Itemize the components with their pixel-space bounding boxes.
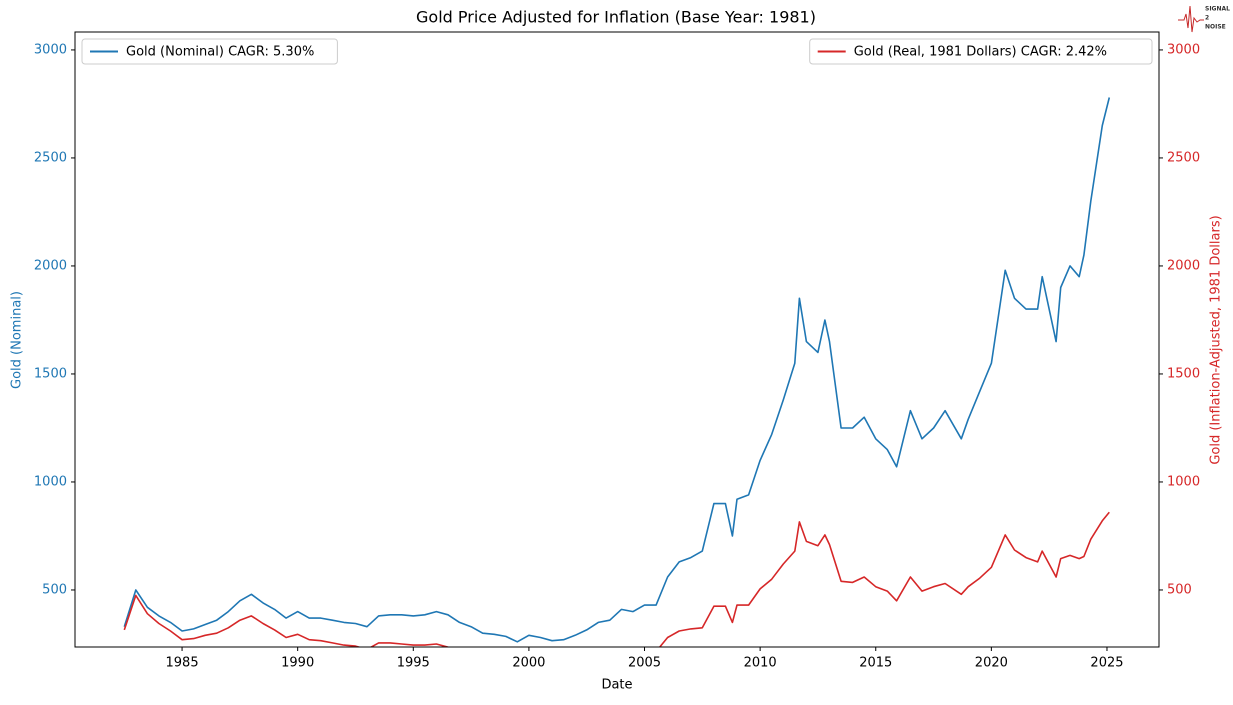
legend-box (809, 38, 1153, 65)
x-tick-label: 2015 (859, 656, 892, 671)
chart-title: Gold Price Adjusted for Inflation (Base … (416, 8, 816, 27)
y-tick-label: 2000 (34, 258, 67, 273)
plot-frame (74, 31, 1160, 648)
legend-label: Gold (Real, 1981 Dollars) CAGR: 2.42% (854, 45, 1107, 60)
y2-tick-label: 3000 (1167, 42, 1200, 57)
logo-wave (1178, 5, 1204, 33)
y2-tick-label: 2500 (1167, 150, 1200, 165)
legend-label: Gold (Nominal) CAGR: 5.30% (126, 45, 314, 60)
y-tick-label: 1500 (34, 366, 67, 381)
x-tick-label: 2010 (744, 656, 777, 671)
x-tick-label: 2020 (975, 656, 1008, 671)
legend: Gold (Real, 1981 Dollars) CAGR: 2.42% (809, 38, 1153, 65)
logo-text: NOISE (1205, 24, 1226, 31)
x-tick-label: 2005 (628, 656, 661, 671)
x-tick-label: 1990 (281, 656, 314, 671)
legend-box (81, 38, 338, 65)
series-line (123, 97, 1111, 643)
y2-tick-label: 500 (1167, 582, 1192, 597)
y-tick-label: 3000 (34, 42, 67, 57)
x-axis-label: Date (601, 678, 632, 693)
y-tick-label: 2500 (34, 150, 67, 165)
x-tick-label: 2025 (1090, 656, 1123, 671)
logo-text: SIGNAL (1205, 6, 1230, 13)
y-axis-label: Gold (Nominal) (10, 291, 25, 389)
x-tick-label: 1995 (397, 656, 430, 671)
y2-tick-label: 1000 (1167, 474, 1200, 489)
logo-text: 2 (1205, 15, 1209, 22)
legend: Gold (Nominal) CAGR: 5.30% (81, 38, 338, 65)
x-tick-label: 1985 (166, 656, 199, 671)
y2-tick-label: 2000 (1167, 258, 1200, 273)
logo: SIGNAL 2 NOISE (1178, 6, 1230, 33)
y-tick-label: 1000 (34, 474, 67, 489)
series-line (123, 511, 1110, 647)
y-tick-label: 500 (42, 582, 67, 597)
x-tick-label: 2000 (512, 656, 545, 671)
y2-axis-label: Gold (Inflation-Adjusted, 1981 Dollars) (1209, 215, 1224, 464)
y2-tick-label: 1500 (1167, 366, 1200, 381)
